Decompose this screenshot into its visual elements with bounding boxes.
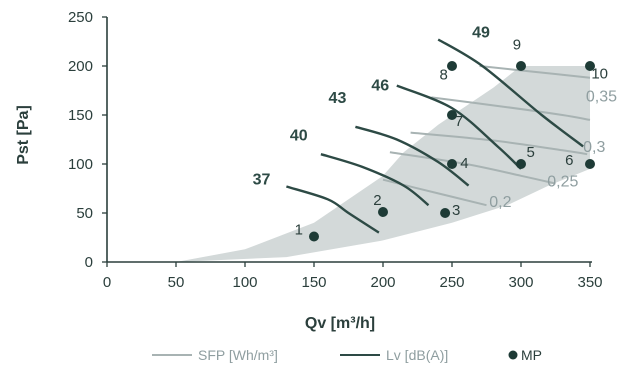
x-tick-label-350: 350 [577, 274, 602, 291]
sfp-line-1 [389, 151, 556, 185]
sfp-lines-layer [382, 65, 591, 207]
measurement-point-1 [309, 231, 319, 242]
measurement-point-6 [585, 159, 595, 169]
measurement-point-4 [447, 159, 457, 169]
lv-label-46: 46 [371, 78, 389, 95]
sfp-label-3: 0,35 [586, 88, 617, 105]
legend-lv-label: Lv [dB(A)] [386, 347, 448, 363]
measurement-point-2 [378, 207, 388, 218]
measurement-point-3 [440, 208, 451, 218]
measurement-point-9 [516, 61, 526, 71]
lv-line-37 [286, 185, 380, 234]
x-tick-label-50: 50 [168, 274, 185, 291]
legend-mp-dot [508, 350, 518, 360]
lv-label-40: 40 [290, 127, 308, 144]
measurement-point-label-2: 2 [373, 192, 381, 209]
sfp-label-1: 0,25 [547, 174, 578, 191]
measurement-point-label-5: 5 [526, 144, 534, 161]
lv-line-49 [437, 38, 584, 148]
lv-label-37: 37 [253, 172, 271, 189]
labels-layer: 1 2 3 4 5 6 7 8 9 10 37 40 43 46 49 0,2 0,25 0,3 0,35 [253, 25, 617, 239]
lv-lines-layer [286, 38, 584, 234]
sfp-line-2 [410, 131, 588, 156]
x-tick-label-100: 100 [232, 274, 257, 291]
operating-area [176, 66, 590, 262]
lv-label-43: 43 [329, 90, 347, 107]
lv-line-40 [320, 153, 430, 207]
legend: SFP [Wh/m³] Lv [dB(A)] MP [152, 347, 542, 363]
measurement-point-label-3: 3 [452, 202, 460, 219]
sfp-line-3 [431, 96, 591, 121]
lv-line-43 [355, 125, 470, 187]
lv-label-49: 49 [472, 25, 490, 42]
x-tick-label-250: 250 [439, 274, 464, 291]
y-axis-title: Pst [Pa] [15, 105, 32, 165]
y-tick-label-100: 100 [68, 156, 93, 173]
y-tick-label-250: 250 [68, 9, 93, 26]
measurement-point-label-8: 8 [440, 67, 448, 84]
y-tick-label-0: 0 [85, 254, 93, 271]
x-tick-label-200: 200 [370, 274, 395, 291]
sfp-label-0: 0,2 [489, 194, 511, 211]
measurement-point-label-7: 7 [455, 113, 463, 130]
y-tick-label-200: 200 [68, 58, 93, 75]
measurement-point-10 [585, 61, 595, 71]
sfp-label-2: 0,3 [583, 139, 605, 156]
sfp-line-4 [479, 65, 591, 79]
y-tick-label-50: 50 [76, 205, 93, 222]
measurement-point-8 [447, 61, 457, 71]
x-tick-label-0: 0 [103, 274, 111, 291]
measurement-point-label-1: 1 [295, 222, 303, 239]
measurement-point-label-10: 10 [591, 66, 608, 83]
x-tick-label-150: 150 [301, 274, 326, 291]
x-axis-title: Qv [m³/h] [305, 315, 375, 332]
y-tick-label-150: 150 [68, 107, 93, 124]
sfp-line-0 [382, 178, 487, 207]
measurement-points-layer [309, 61, 595, 242]
measurement-point-label-9: 9 [513, 36, 521, 53]
measurement-point-7 [447, 110, 457, 120]
legend-sfp-label: SFP [Wh/m³] [198, 347, 278, 363]
x-tick-label-300: 300 [508, 274, 533, 291]
operating-area-layer [176, 66, 590, 262]
measurement-point-5 [516, 159, 526, 169]
legend-mp-label: MP [521, 347, 542, 363]
lv-line-46 [396, 84, 522, 170]
measurement-point-label-6: 6 [565, 152, 573, 169]
axes-layer: 0 50 100 150 200 250 300 350 0 50 100 150 200 250 [68, 9, 603, 291]
measurement-point-label-4: 4 [460, 155, 468, 172]
